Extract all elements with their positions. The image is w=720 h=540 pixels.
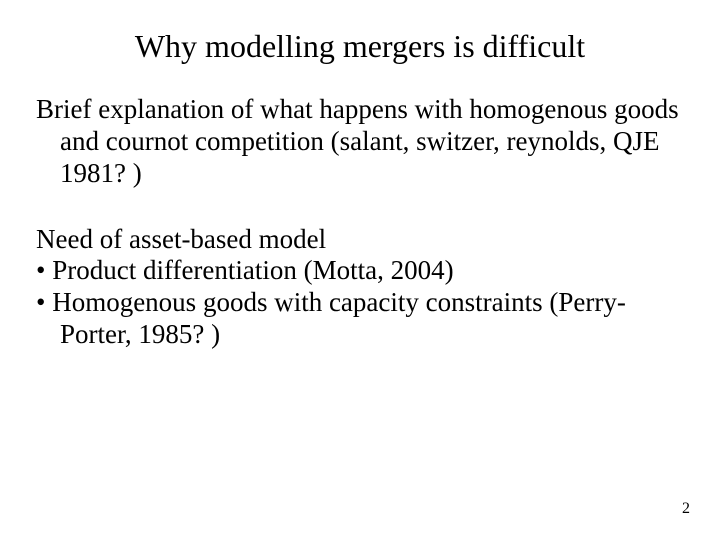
slide-body: Brief explanation of what happens with h…: [36, 94, 684, 351]
slide-title: Why modelling mergers is difficult: [0, 28, 720, 65]
intro-paragraph: Brief explanation of what happens with h…: [36, 94, 684, 190]
list-item: Homogenous goods with capacity constrain…: [36, 287, 684, 351]
page-number: 2: [682, 500, 690, 518]
section-heading: Need of asset-based model: [36, 224, 684, 256]
slide: Why modelling mergers is difficult Brief…: [0, 0, 720, 540]
list-item: Product differentiation (Motta, 2004): [36, 255, 684, 287]
bullet-list: Product differentiation (Motta, 2004) Ho…: [36, 255, 684, 351]
spacer: [36, 190, 684, 224]
